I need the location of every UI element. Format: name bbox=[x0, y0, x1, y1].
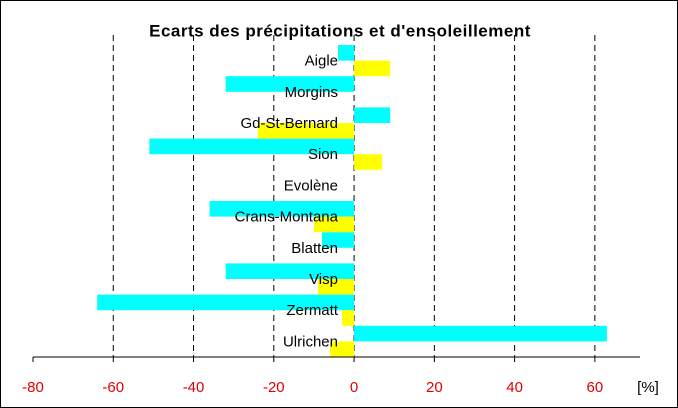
category-label: Morgins bbox=[285, 84, 338, 101]
bar bbox=[354, 60, 391, 77]
bar bbox=[313, 216, 355, 233]
bar bbox=[354, 325, 607, 342]
category-label: Evolène bbox=[284, 177, 338, 194]
category-label: Blatten bbox=[291, 240, 338, 257]
bar bbox=[209, 201, 355, 217]
bar bbox=[342, 310, 355, 326]
bar bbox=[225, 76, 355, 92]
x-tick-label: -40 bbox=[183, 379, 205, 396]
x-tick-label: 0 bbox=[350, 379, 358, 396]
category-label: Sion bbox=[308, 146, 338, 163]
chart-title: Ecarts des précipitations et d'ensoleill… bbox=[149, 21, 531, 40]
bar bbox=[329, 341, 355, 357]
x-tick-label: -80 bbox=[22, 379, 44, 396]
x-axis-label: [%] bbox=[637, 379, 659, 396]
bar bbox=[149, 138, 355, 155]
category-label: Crans-Montana bbox=[235, 209, 339, 226]
x-tick-label: 40 bbox=[506, 379, 523, 396]
bar bbox=[338, 45, 355, 61]
x-tick-label: -60 bbox=[102, 379, 124, 396]
x-tick-label: 20 bbox=[426, 379, 443, 396]
category-label: Gd-St-Bernard bbox=[240, 115, 338, 132]
bar bbox=[321, 232, 355, 248]
x-tick-label: 60 bbox=[587, 379, 604, 396]
bar bbox=[97, 294, 355, 311]
category-label: Visp bbox=[309, 271, 338, 288]
bar bbox=[354, 107, 391, 123]
bar bbox=[225, 263, 355, 279]
category-label: Zermatt bbox=[286, 302, 339, 319]
bar bbox=[354, 154, 383, 170]
category-label: Ulrichen bbox=[283, 333, 338, 350]
x-tick-label: -20 bbox=[263, 379, 285, 396]
bar bbox=[317, 279, 355, 295]
bar bbox=[257, 123, 355, 139]
category-label: Aigle bbox=[305, 53, 338, 70]
